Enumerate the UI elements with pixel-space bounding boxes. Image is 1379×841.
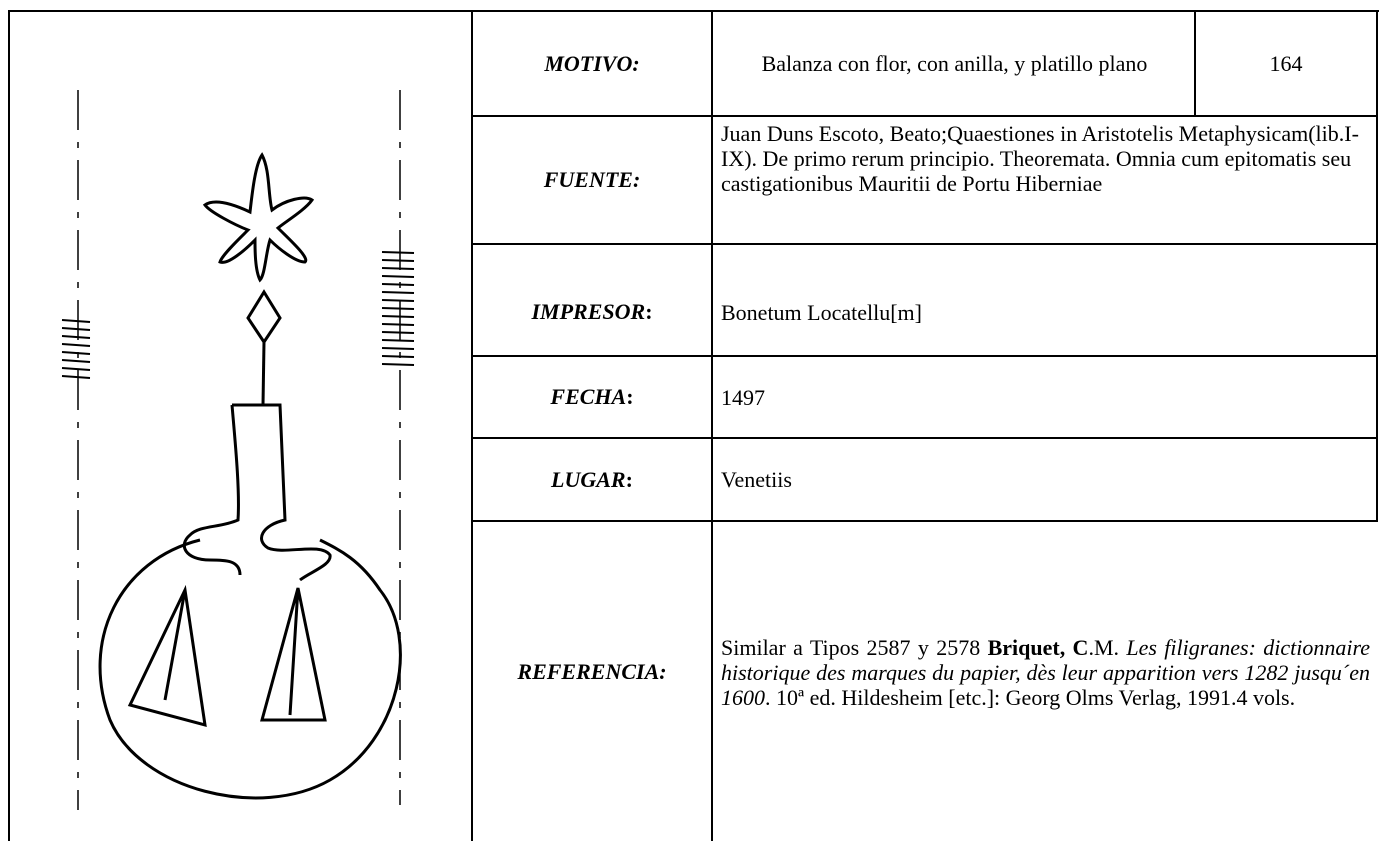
- label-suffix: :: [645, 299, 653, 324]
- label-text: FUENTE:: [543, 167, 641, 192]
- value-text: Balanza con flor, con anilla, y platillo…: [761, 51, 1148, 76]
- value: Bonetum Locatellu[m]: [713, 245, 1376, 355]
- label-suffix: :: [626, 384, 634, 409]
- reference-part: Les filigranes: dictionnaire historique …: [721, 634, 1371, 710]
- label: LUGAR:: [473, 439, 711, 520]
- border: [471, 355, 1378, 357]
- number-text: 164: [1269, 50, 1303, 76]
- value: Juan Duns Escoto, Beato;Quaestiones in A…: [713, 117, 1376, 243]
- value-text: Bonetum Locatellu[m]: [721, 299, 922, 325]
- value-text: 1497: [721, 384, 765, 410]
- label-text: FECHA: [550, 384, 627, 409]
- reference-part: .M.: [1088, 634, 1127, 660]
- reference-text: Similar a Tipos 2587 y 2578 Briquet, C.M…: [721, 635, 1370, 710]
- label-text: MOTIVO:: [544, 50, 640, 76]
- label-text: LUGAR: [551, 466, 626, 492]
- label-text: IMPRESOR: [531, 299, 646, 324]
- border: [471, 115, 1378, 117]
- label: REFERENCIA:: [473, 522, 711, 822]
- label: IMPRESOR:: [473, 245, 711, 355]
- border: [471, 520, 1378, 522]
- border: [1376, 10, 1378, 520]
- reference-part: Briquet, C: [987, 634, 1089, 660]
- reference-part: Similar a Tipos 2587 y 2578: [721, 634, 988, 660]
- border: [471, 243, 1378, 245]
- value-text: Venetiis: [721, 467, 792, 492]
- border: [471, 10, 473, 841]
- border: [8, 10, 1379, 12]
- border: [8, 10, 10, 841]
- value-text: Juan Duns Escoto, Beato;Quaestiones in A…: [721, 121, 1359, 196]
- number: 164: [1196, 12, 1376, 115]
- label: MOTIVO:: [473, 12, 711, 115]
- watermark-drawing: [61, 90, 415, 810]
- border: [471, 437, 1378, 439]
- label-suffix: :: [625, 466, 633, 492]
- border: [711, 10, 713, 841]
- value: Venetiis: [713, 439, 1376, 520]
- label-text: REFERENCIA:: [517, 659, 667, 684]
- label: FUENTE:: [473, 117, 711, 243]
- value: Similar a Tipos 2587 y 2578 Briquet, C.M…: [713, 522, 1376, 822]
- reference-part: . 10ª ed. Hildesheim [etc.]: Georg Olms …: [765, 684, 1296, 710]
- value: 1497: [713, 357, 1376, 437]
- label: FECHA:: [473, 357, 711, 437]
- border: [1194, 10, 1196, 115]
- value: Balanza con flor, con anilla, y platillo…: [713, 12, 1194, 115]
